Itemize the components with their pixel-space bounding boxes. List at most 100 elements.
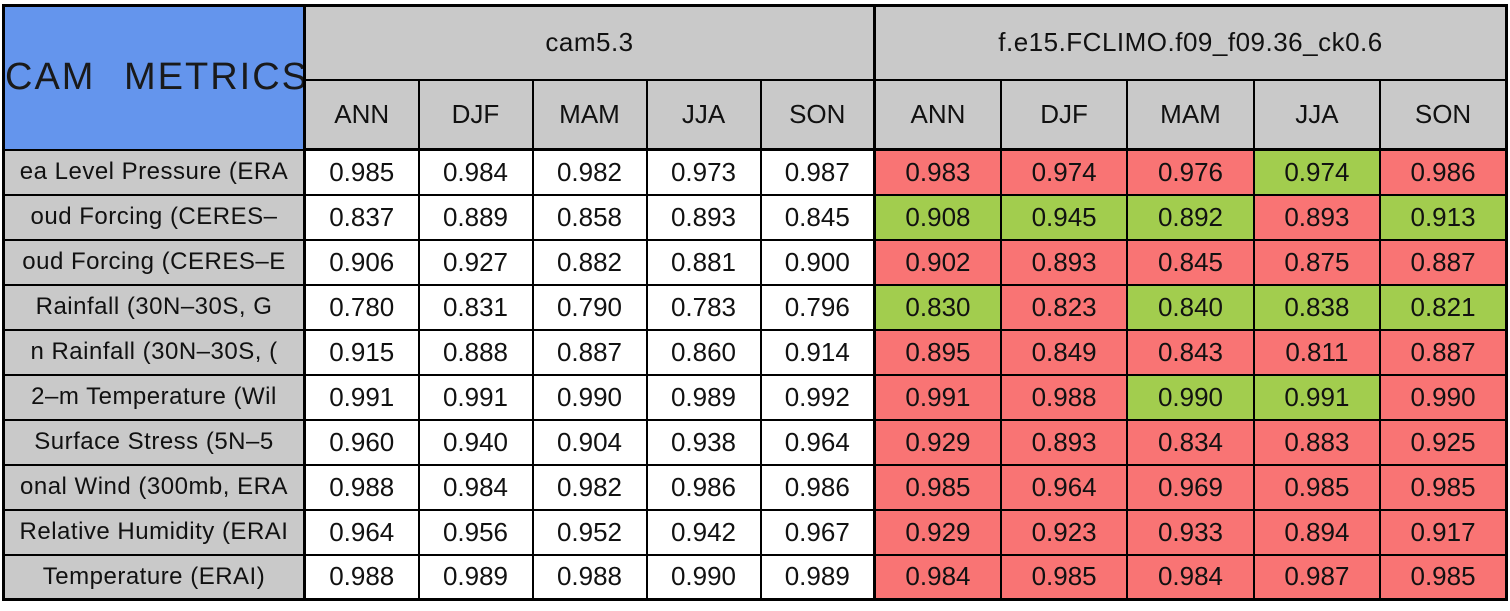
test-run-value-cell: 0.840: [1126, 283, 1255, 331]
cam53-value-cell: 0.984: [417, 463, 534, 511]
test-run-value-cell: 0.834: [1126, 418, 1255, 466]
season-header-djf: DJF: [999, 78, 1129, 151]
season-header-row: ANN DJF MAM JJA SON ANN DJF MAM JJA SON: [4, 78, 1508, 151]
cam53-value-cell: 0.889: [417, 193, 534, 241]
row-label: oud Forcing (CERES–E: [2, 238, 306, 286]
test-run-value-cell: 0.845: [1126, 238, 1255, 286]
row-label: onal Wind (300mb, ERA: [2, 463, 306, 511]
row-label: n Rainfall (30N–30S, (: [2, 328, 306, 376]
cam53-value-cell: 0.964: [759, 418, 876, 466]
test-run-value-cell: 0.887: [1379, 238, 1508, 286]
table-row: ea Level Pressure (ERA 0.985 0.984 0.982 0.9…: [2, 148, 1508, 196]
cam53-value-cell: 0.858: [531, 193, 648, 241]
cam53-value-cell: 0.987: [759, 148, 876, 196]
test-run-value-cell: 0.985: [1379, 553, 1508, 601]
test-run-value-cell: 0.991: [873, 373, 1002, 421]
cam53-value-cell: 0.988: [531, 553, 648, 601]
test-run-value-cell: 0.929: [873, 508, 1002, 556]
test-run-value-cell: 0.984: [873, 553, 1002, 601]
cam53-value-cell: 0.887: [531, 328, 648, 376]
test-run-value-cell: 0.895: [873, 328, 1002, 376]
cam53-value-cell: 0.893: [645, 193, 762, 241]
test-run-value-cell: 0.883: [1252, 418, 1382, 466]
row-label: 2–m Temperature (Wil: [2, 373, 306, 421]
cam53-value-cell: 0.790: [531, 283, 648, 331]
test-run-value-cell: 0.849: [999, 328, 1129, 376]
table-row: Relative Humidity (ERAI 0.964 0.956 0.952 0.…: [2, 508, 1508, 556]
row-label: Temperature (ERAI): [2, 553, 306, 601]
test-run-value-cell: 0.987: [1252, 553, 1382, 601]
cam53-value-cell: 0.860: [645, 328, 762, 376]
cam53-value-cell: 0.985: [303, 148, 420, 196]
test-run-value-cell: 0.838: [1252, 283, 1382, 331]
cam53-value-cell: 0.989: [417, 553, 534, 601]
test-run-value-cell: 0.893: [999, 238, 1129, 286]
cam53-value-cell: 0.831: [417, 283, 534, 331]
season-header-mam: MAM: [1126, 78, 1255, 151]
test-run-value-cell: 0.985: [999, 553, 1129, 601]
cam53-value-cell: 0.956: [417, 508, 534, 556]
test-run-value-cell: 0.893: [999, 418, 1129, 466]
group-header-cam53: cam5.3: [303, 4, 876, 81]
cam53-value-cell: 0.845: [759, 193, 876, 241]
row-label: ea Level Pressure (ERA: [2, 148, 306, 196]
test-run-value-cell: 0.974: [1252, 148, 1382, 196]
cam53-value-cell: 0.991: [417, 373, 534, 421]
row-label: Surface Stress (5N–5: [2, 418, 306, 466]
test-run-value-cell: 0.823: [999, 283, 1129, 331]
cam53-value-cell: 0.940: [417, 418, 534, 466]
test-run-value-cell: 0.908: [873, 193, 1002, 241]
test-run-value-cell: 0.894: [1252, 508, 1382, 556]
test-run-value-cell: 0.811: [1252, 328, 1382, 376]
table-row: onal Wind (300mb, ERA 0.988 0.984 0.982 0.98…: [2, 463, 1508, 511]
row-label: Relative Humidity (ERAI: [2, 508, 306, 556]
cam53-value-cell: 0.915: [303, 328, 420, 376]
table-row: oud Forcing (CERES–E 0.906 0.927 0.882 0.881…: [2, 238, 1508, 286]
cam53-value-cell: 0.973: [645, 148, 762, 196]
row-label: Rainfall (30N–30S, G: [2, 283, 306, 331]
table-row: n Rainfall (30N–30S, (0.915 0.888 0.887 0.8…: [2, 328, 1508, 376]
season-header-ann: ANN: [873, 78, 1002, 151]
test-run-value-cell: 0.821: [1379, 283, 1508, 331]
cam53-value-cell: 0.882: [531, 238, 648, 286]
cam53-value-cell: 0.989: [645, 373, 762, 421]
cam53-value-cell: 0.990: [645, 553, 762, 601]
test-run-value-cell: 0.945: [999, 193, 1129, 241]
test-run-value-cell: 0.990: [1379, 373, 1508, 421]
row-label: oud Forcing (CERES–: [2, 193, 306, 241]
season-header-ann: ANN: [303, 78, 420, 151]
test-run-value-cell: 0.988: [999, 373, 1129, 421]
test-run-value-cell: 0.985: [1252, 463, 1382, 511]
group-header-test-run: f.e15.FCLIMO.f09_f09.36_ck0.6: [873, 4, 1508, 81]
test-run-value-cell: 0.974: [999, 148, 1129, 196]
cam53-value-cell: 0.780: [303, 283, 420, 331]
test-run-value-cell: 0.843: [1126, 328, 1255, 376]
cam53-value-cell: 0.927: [417, 238, 534, 286]
cam53-value-cell: 0.888: [417, 328, 534, 376]
table-row: Rainfall (30N–30S, G 0.780 0.831 0.790 0.783…: [2, 283, 1508, 331]
test-run-value-cell: 0.902: [873, 238, 1002, 286]
test-run-value-cell: 0.917: [1379, 508, 1508, 556]
cam53-value-cell: 0.988: [303, 463, 420, 511]
test-run-value-cell: 0.976: [1126, 148, 1255, 196]
test-run-value-cell: 0.887: [1379, 328, 1508, 376]
season-header-jja: JJA: [645, 78, 762, 151]
cam53-value-cell: 0.992: [759, 373, 876, 421]
test-run-value-cell: 0.990: [1126, 373, 1255, 421]
group-header-row: CAM METRICS cam5.3 f.e15.FCLIMO.f09_f09.…: [2, 4, 1508, 151]
cam53-value-cell: 0.960: [303, 418, 420, 466]
cam53-value-cell: 0.986: [645, 463, 762, 511]
test-run-value-cell: 0.893: [1252, 193, 1382, 241]
cam53-value-cell: 0.881: [645, 238, 762, 286]
cam53-value-cell: 0.991: [303, 373, 420, 421]
cam53-value-cell: 0.982: [531, 463, 648, 511]
cam53-value-cell: 0.914: [759, 328, 876, 376]
test-run-value-cell: 0.892: [1126, 193, 1255, 241]
test-run-value-cell: 0.923: [999, 508, 1129, 556]
cam53-value-cell: 0.900: [759, 238, 876, 286]
season-header-son: SON: [1379, 78, 1508, 151]
cam53-value-cell: 0.938: [645, 418, 762, 466]
test-run-value-cell: 0.964: [999, 463, 1129, 511]
cam53-value-cell: 0.942: [645, 508, 762, 556]
